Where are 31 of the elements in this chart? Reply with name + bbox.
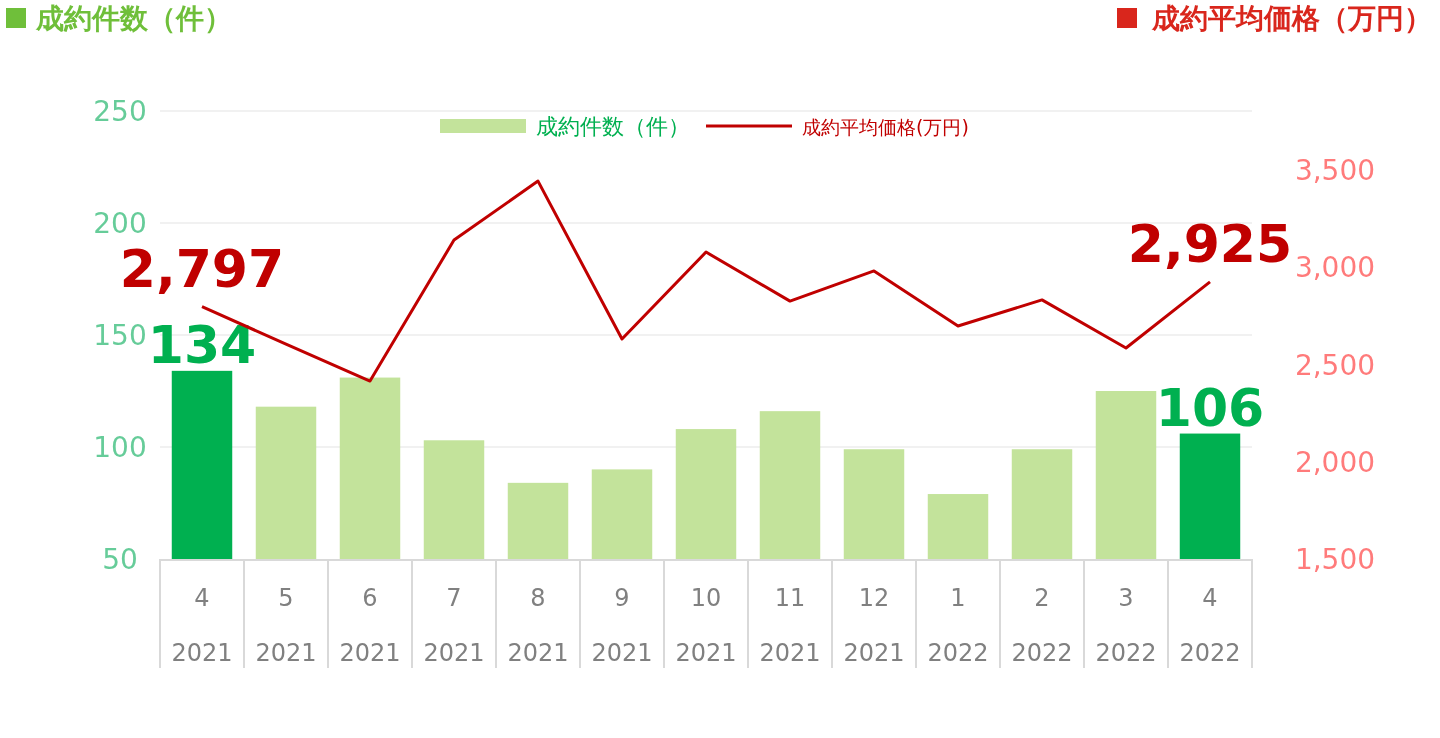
x-tick-label: 4 2022 xyxy=(1179,584,1241,667)
x-tick-label: 6 2021 xyxy=(339,584,401,667)
x-tick-label: 10 2021 xyxy=(675,584,737,667)
x-tick-label: 4 2021 xyxy=(171,584,233,667)
x-tick-label: 12 2021 xyxy=(843,584,905,667)
y2-tick-label: 2,000 xyxy=(1294,445,1376,479)
x-tick-label: 3 2022 xyxy=(1095,584,1157,667)
y2-tick-label: 2,500 xyxy=(1294,348,1376,382)
x-tick-label: 1 2022 xyxy=(927,584,989,667)
x-tick-label: 11 2021 xyxy=(759,584,821,667)
x-tick-label: 2 2022 xyxy=(1011,584,1073,667)
legend-label: 成約平均価格(万円) xyxy=(802,116,969,138)
data-label: 2,925 xyxy=(1127,213,1293,274)
data-label: 134 xyxy=(147,314,257,375)
y-axis-title: 成約件数（件） xyxy=(35,2,232,35)
x-tick-label: 5 2021 xyxy=(255,584,317,667)
x-tick-label: 9 2021 xyxy=(591,584,653,667)
y-tick-label: 100 xyxy=(93,431,147,464)
y-tick-label: 50 xyxy=(102,543,138,576)
y-tick-label: 150 xyxy=(93,319,147,352)
data-label: 2,797 xyxy=(119,238,285,299)
y-tick-label: 250 xyxy=(93,95,147,128)
legend-label: 成約件数（件） xyxy=(536,114,690,139)
y2-axis-title: 成約平均価格（万円） xyxy=(1151,2,1432,35)
y-tick-label: 200 xyxy=(93,207,147,240)
x-tick-label: 7 2021 xyxy=(423,584,485,667)
x-tick-label: 8 2021 xyxy=(507,584,569,667)
y2-tick-label: 1,500 xyxy=(1294,543,1376,576)
y2-tick-label: 3,000 xyxy=(1294,251,1376,285)
data-label: 106 xyxy=(1155,377,1265,438)
y2-tick-label: 3,500 xyxy=(1294,154,1376,187)
